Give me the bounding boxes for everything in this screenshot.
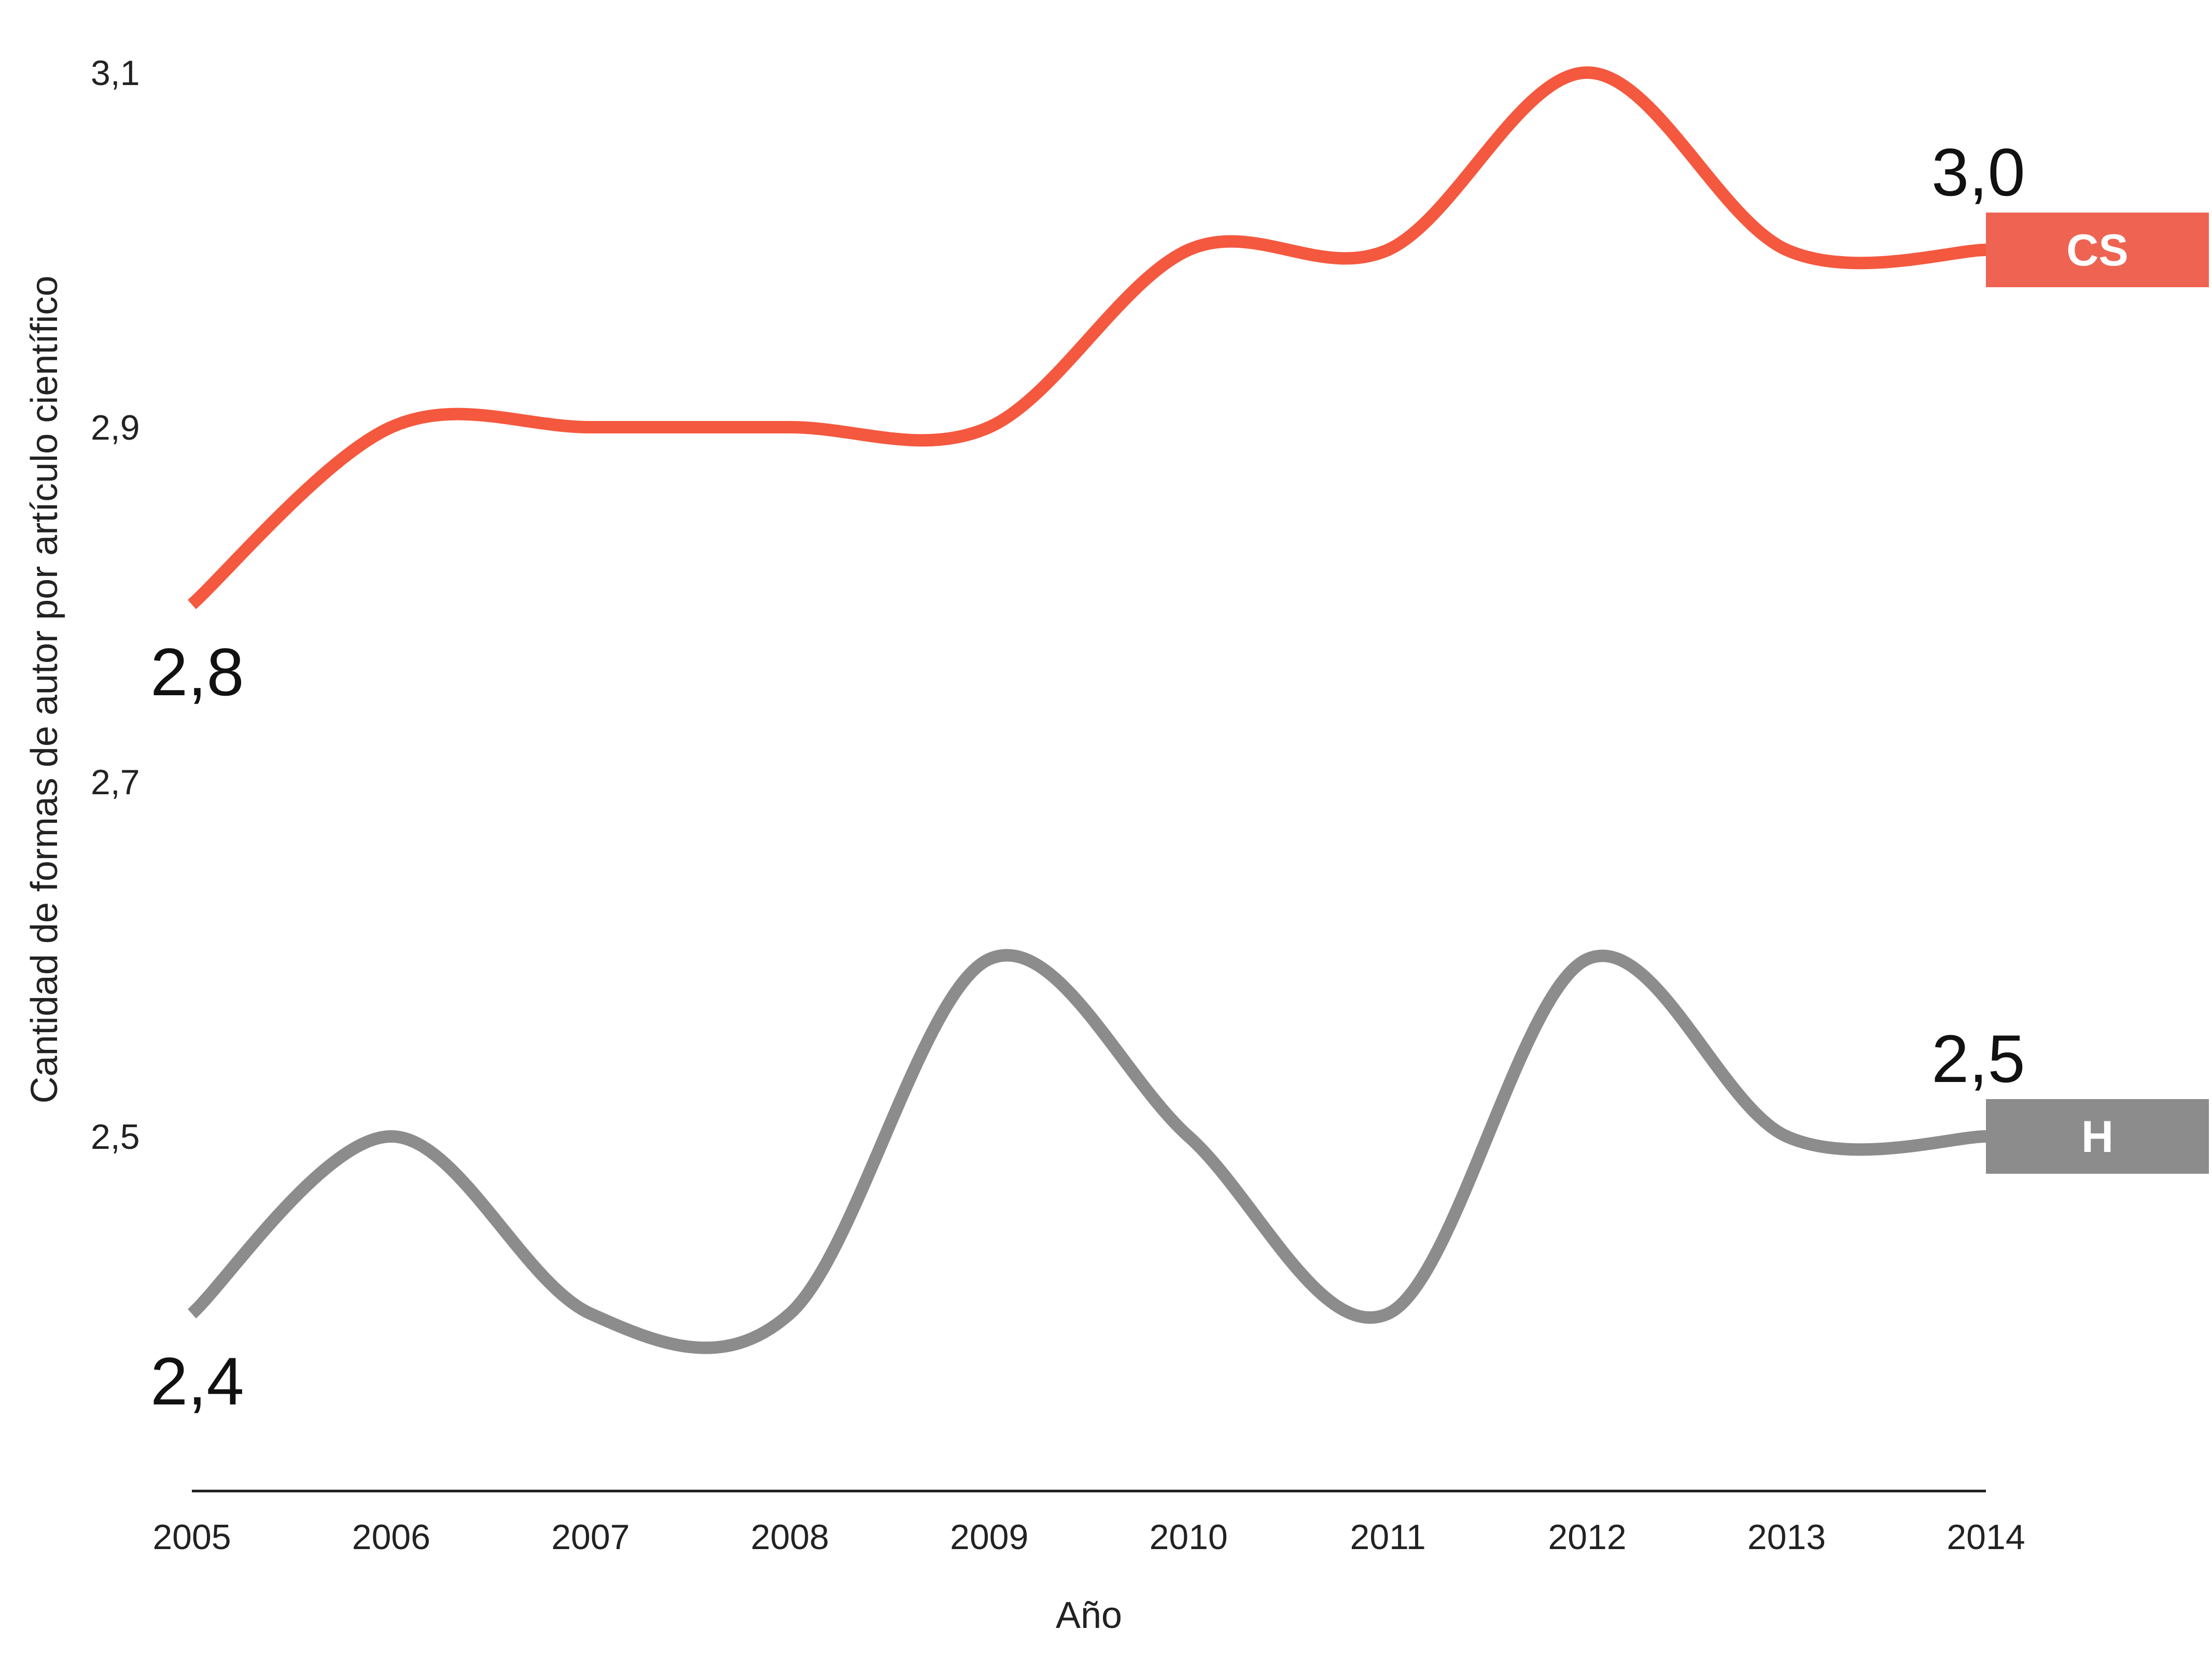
x-tick-label: 2014 xyxy=(1947,1517,2025,1557)
end-value-label-h: 2,5 xyxy=(1931,1021,2025,1096)
start-value-label-cs: 2,8 xyxy=(150,634,244,710)
y-tick-label: 2,7 xyxy=(91,763,140,802)
series-line-h xyxy=(187,949,1986,1354)
y-tick-label: 3,1 xyxy=(91,53,140,93)
x-tick-label: 2006 xyxy=(352,1517,430,1557)
x-tick-label: 2007 xyxy=(551,1517,629,1557)
x-tick-label: 2005 xyxy=(152,1517,231,1557)
series-badge-label-h: H xyxy=(2081,1112,2113,1162)
x-tick-label: 2010 xyxy=(1150,1517,1228,1557)
series-badge-label-cs: CS xyxy=(2066,226,2128,275)
end-value-label-cs: 3,0 xyxy=(1931,134,2025,210)
x-tick-label: 2009 xyxy=(950,1517,1028,1557)
x-tick-label: 2012 xyxy=(1548,1517,1626,1557)
y-axis-title: Cantidad de formas de autor por artículo… xyxy=(24,276,65,1104)
x-axis-title: Año xyxy=(1056,1595,1122,1636)
x-tick-label: 2011 xyxy=(1350,1517,1426,1557)
series-layer: 2,8 3,0 CS 2,4 2,5 H xyxy=(150,66,2209,1419)
series-line-cs xyxy=(188,66,1986,609)
series-badge-cs xyxy=(1986,213,2209,287)
series-badge-h xyxy=(1986,1099,2209,1174)
y-tick-label: 2,9 xyxy=(91,408,140,447)
x-tick-label: 2013 xyxy=(1747,1517,1826,1557)
start-value-label-h: 2,4 xyxy=(150,1343,244,1419)
y-tick-labels: 2,5 2,7 2,9 3,1 xyxy=(91,53,140,1157)
x-tick-labels: 2005 2006 2007 2008 2009 2010 2011 2012 2013 2014 xyxy=(152,1517,2025,1557)
y-tick-label: 2,5 xyxy=(91,1117,140,1157)
x-tick-label: 2008 xyxy=(751,1517,829,1557)
